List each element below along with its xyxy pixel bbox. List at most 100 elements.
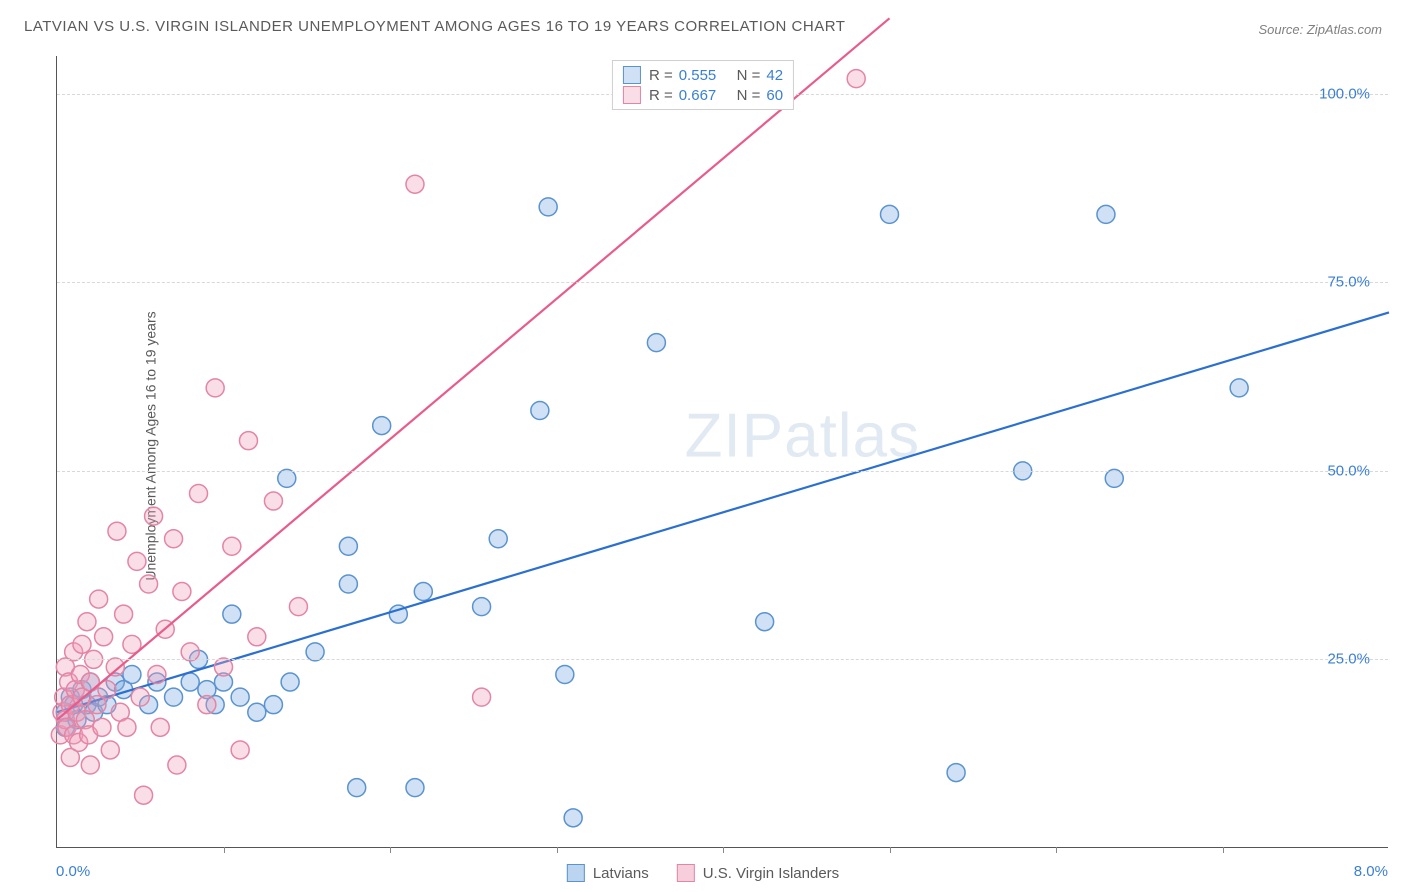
- legend-swatch: [567, 864, 585, 882]
- series-legend-item: Latvians: [567, 864, 649, 882]
- legend-row: R =0.555 N =42: [623, 65, 783, 85]
- legend-swatch: [623, 86, 641, 104]
- chart-plot-area: ZIPatlas 25.0%50.0%75.0%100.0%: [56, 56, 1388, 848]
- data-point: [248, 628, 266, 646]
- data-point: [647, 334, 665, 352]
- data-point: [223, 537, 241, 555]
- data-point: [531, 402, 549, 420]
- legend-swatch: [677, 864, 695, 882]
- data-point: [539, 198, 557, 216]
- correlation-legend: R =0.555 N =42 R =0.667 N =60: [612, 60, 794, 110]
- legend-stats: R =0.555 N =42: [649, 67, 783, 84]
- gridline: [57, 659, 1388, 660]
- data-point: [306, 643, 324, 661]
- series-legend-item: U.S. Virgin Islanders: [677, 864, 839, 882]
- x-tick: [224, 847, 225, 853]
- data-point: [414, 583, 432, 601]
- data-point: [81, 756, 99, 774]
- data-point: [847, 70, 865, 88]
- data-point: [556, 666, 574, 684]
- data-point: [123, 666, 141, 684]
- trend-line: [57, 312, 1389, 712]
- data-point: [131, 688, 149, 706]
- legend-swatch: [623, 66, 641, 84]
- data-point: [239, 432, 257, 450]
- x-tick: [390, 847, 391, 853]
- data-point: [473, 598, 491, 616]
- data-point: [93, 718, 111, 736]
- data-point: [406, 175, 424, 193]
- x-tick: [890, 847, 891, 853]
- data-point: [231, 741, 249, 759]
- data-point: [223, 605, 241, 623]
- series-legend-label: Latvians: [593, 865, 649, 882]
- source-attribution: Source: ZipAtlas.com: [1258, 22, 1382, 37]
- data-point: [145, 507, 163, 525]
- data-point: [168, 756, 186, 774]
- x-tick: [557, 847, 558, 853]
- data-point: [106, 658, 124, 676]
- data-point: [128, 552, 146, 570]
- data-point: [489, 530, 507, 548]
- data-point: [406, 779, 424, 797]
- data-point: [264, 696, 282, 714]
- data-point: [289, 598, 307, 616]
- data-point: [1230, 379, 1248, 397]
- data-point: [78, 613, 96, 631]
- data-point: [148, 666, 166, 684]
- x-tick: [723, 847, 724, 853]
- y-tick-label: 50.0%: [1327, 462, 1370, 479]
- gridline: [57, 471, 1388, 472]
- data-point: [1097, 205, 1115, 223]
- data-point: [947, 764, 965, 782]
- data-point: [756, 613, 774, 631]
- data-point: [73, 635, 91, 653]
- data-point: [373, 417, 391, 435]
- data-point: [101, 741, 119, 759]
- x-axis-min-label: 0.0%: [56, 863, 90, 880]
- data-point: [151, 718, 169, 736]
- data-point: [248, 703, 266, 721]
- data-point: [339, 537, 357, 555]
- data-point: [140, 575, 158, 593]
- data-point: [135, 786, 153, 804]
- y-tick-label: 25.0%: [1327, 651, 1370, 668]
- data-point: [473, 688, 491, 706]
- data-point: [215, 658, 233, 676]
- data-point: [1105, 469, 1123, 487]
- data-point: [108, 522, 126, 540]
- data-point: [95, 628, 113, 646]
- data-point: [81, 673, 99, 691]
- data-point: [190, 484, 208, 502]
- chart-title: LATVIAN VS U.S. VIRGIN ISLANDER UNEMPLOY…: [24, 18, 845, 35]
- data-point: [564, 809, 582, 827]
- legend-stats: R =0.667 N =60: [649, 87, 783, 104]
- data-point: [115, 605, 133, 623]
- data-point: [278, 469, 296, 487]
- data-point: [339, 575, 357, 593]
- x-tick: [1223, 847, 1224, 853]
- data-point: [231, 688, 249, 706]
- x-tick: [1056, 847, 1057, 853]
- series-legend: Latvians U.S. Virgin Islanders: [567, 864, 839, 882]
- data-point: [181, 643, 199, 661]
- data-point: [181, 673, 199, 691]
- gridline: [57, 282, 1388, 283]
- y-tick-label: 100.0%: [1319, 85, 1370, 102]
- series-legend-label: U.S. Virgin Islanders: [703, 865, 839, 882]
- data-point: [118, 718, 136, 736]
- data-point: [90, 590, 108, 608]
- data-point: [198, 696, 216, 714]
- data-point: [281, 673, 299, 691]
- data-point: [206, 379, 224, 397]
- data-point: [881, 205, 899, 223]
- legend-row: R =0.667 N =60: [623, 85, 783, 105]
- y-tick-label: 75.0%: [1327, 274, 1370, 291]
- x-axis-max-label: 8.0%: [1354, 863, 1388, 880]
- data-point: [173, 583, 191, 601]
- data-point: [165, 530, 183, 548]
- scatter-plot-svg: [57, 56, 1388, 847]
- data-point: [348, 779, 366, 797]
- data-point: [165, 688, 183, 706]
- data-point: [264, 492, 282, 510]
